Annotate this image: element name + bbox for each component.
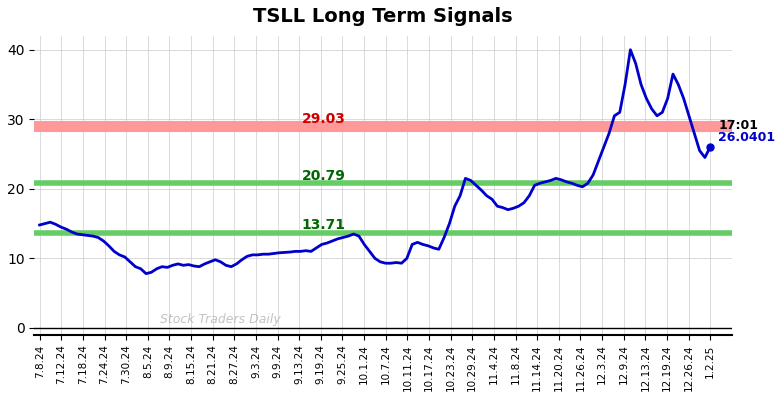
Text: 20.79: 20.79 [302, 169, 346, 183]
Text: Stock Traders Daily: Stock Traders Daily [160, 313, 281, 326]
Text: 13.71: 13.71 [302, 218, 346, 232]
Text: 17:01: 17:01 [718, 119, 758, 133]
Title: TSLL Long Term Signals: TSLL Long Term Signals [253, 7, 513, 26]
Text: 29.03: 29.03 [302, 111, 346, 125]
Text: 26.0401: 26.0401 [718, 131, 775, 144]
